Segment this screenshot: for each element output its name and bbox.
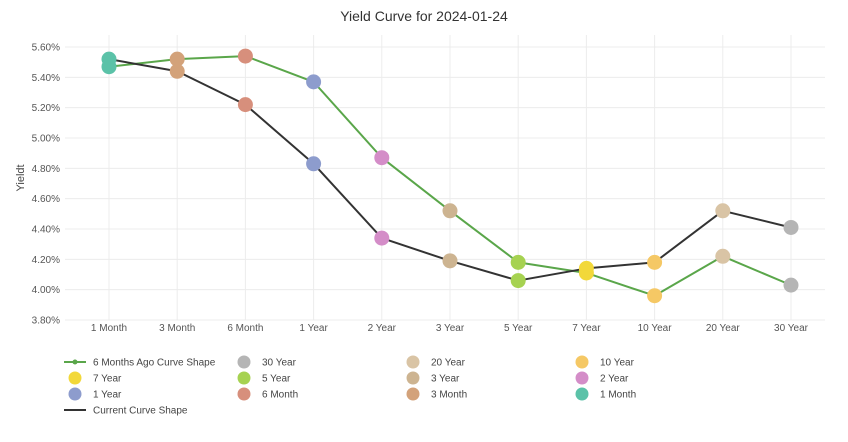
marker-20-year-current [715, 203, 731, 219]
y-tick-label: 4.00% [32, 285, 60, 296]
y-tick-label: 5.20% [32, 103, 60, 114]
x-tick-label: 5 Year [504, 323, 533, 334]
marker-10-year-six-months-ago [647, 288, 663, 304]
marker-3-month-current [169, 63, 185, 79]
x-tick-label: 7 Year [572, 323, 601, 334]
series-markers [101, 48, 799, 304]
y-tick-label: 5.40% [32, 73, 60, 84]
marker-20-year-six-months-ago [715, 248, 731, 264]
marker-1-year-six-months-ago [306, 74, 322, 90]
marker-30-year-current [783, 219, 799, 235]
legend-marker-swatch [72, 359, 78, 365]
legend-item: 2 Year [575, 371, 629, 385]
legend-item: 3 Month [406, 387, 467, 401]
legend-label: 20 Year [431, 358, 466, 369]
legend-marker-swatch [68, 371, 82, 385]
y-tick-label: 4.40% [32, 225, 60, 236]
y-axis-title: Yieldt [15, 164, 27, 191]
legend-item: 30 Year [237, 355, 297, 369]
legend-item: 3 Year [406, 371, 460, 385]
legend-item: 7 Year [68, 371, 122, 385]
legend-marker-swatch [237, 387, 251, 401]
marker-3-year-six-months-ago [442, 203, 458, 219]
marker-3-month-six-months-ago [169, 51, 185, 67]
x-tick-label: 6 Month [227, 323, 263, 334]
y-tick-label: 5.00% [32, 134, 60, 145]
x-tick-label: 3 Month [159, 323, 195, 334]
legend-label: 6 Month [262, 390, 298, 401]
legend-label: 1 Month [600, 390, 636, 401]
legend-label: 10 Year [600, 358, 635, 369]
marker-2-year-six-months-ago [374, 150, 390, 166]
x-tick-label: 2 Year [368, 323, 397, 334]
y-tick-label: 4.60% [32, 194, 60, 205]
y-tick-label: 3.80% [32, 316, 60, 327]
legend-item: 20 Year [406, 355, 466, 369]
legend-marker-swatch [406, 387, 420, 401]
legend-label: 1 Year [93, 390, 122, 401]
legend-item: 5 Year [237, 371, 291, 385]
x-tick-label: 30 Year [774, 323, 809, 334]
legend-label: 30 Year [262, 358, 297, 369]
marker-5-year-six-months-ago [510, 254, 526, 270]
x-tick-label: 10 Year [638, 323, 673, 334]
x-tick-label: 3 Year [436, 323, 465, 334]
legend-label: Current Curve Shape [93, 406, 188, 417]
marker-3-year-current [442, 253, 458, 269]
marker-30-year-six-months-ago [783, 277, 799, 293]
legend-item: 6 Month [237, 387, 298, 401]
legend-marker-swatch [575, 371, 589, 385]
legend-item: 1 Month [575, 387, 636, 401]
grid [65, 35, 825, 321]
y-tick-label: 4.20% [32, 255, 60, 266]
x-tick-label: 1 Month [91, 323, 127, 334]
legend-marker-swatch [68, 387, 82, 401]
legend-marker-swatch [237, 355, 251, 369]
marker-2-year-current [374, 230, 390, 246]
y-axis-ticks: 3.80% 4.00% 4.20% 4.40% 4.60% 4.80% 5.00% 5.20%… [32, 43, 60, 327]
legend-marker-swatch [575, 387, 589, 401]
legend-item: 6 Months Ago Curve Shape [64, 358, 216, 369]
legend-marker-swatch [406, 371, 420, 385]
marker-1-year-current [306, 156, 322, 172]
marker-6-month-current [237, 97, 253, 113]
legend-label: 3 Month [431, 390, 467, 401]
legend-label: 5 Year [262, 374, 291, 385]
x-axis-ticks: 1 Month 3 Month 6 Month 1 Year 2 Year 3 Year 5… [91, 323, 809, 334]
marker-1-month-current [101, 51, 117, 67]
y-tick-label: 5.60% [32, 43, 60, 54]
legend-item: 1 Year [68, 387, 122, 401]
legend-label: 3 Year [431, 374, 460, 385]
legend-label: 6 Months Ago Curve Shape [93, 358, 216, 369]
legend-marker-swatch [575, 355, 589, 369]
legend-marker-swatch [406, 355, 420, 369]
x-tick-label: 1 Year [299, 323, 328, 334]
marker-10-year-current [647, 254, 663, 270]
marker-6-month-six-months-ago [237, 48, 253, 64]
chart-title: Yield Curve for 2024-01-24 [340, 8, 508, 24]
legend-item: Current Curve Shape [64, 406, 188, 417]
legend-label: 7 Year [93, 374, 122, 385]
legend-label: 2 Year [600, 374, 629, 385]
y-tick-label: 4.80% [32, 164, 60, 175]
marker-5-year-current [510, 273, 526, 289]
marker-7-year-current [578, 260, 594, 276]
legend: 6 Months Ago Curve Shape 30 Year 20 Year 10… [64, 355, 636, 417]
x-tick-label: 20 Year [706, 323, 741, 334]
legend-item: 10 Year [575, 355, 635, 369]
legend-marker-swatch [237, 371, 251, 385]
